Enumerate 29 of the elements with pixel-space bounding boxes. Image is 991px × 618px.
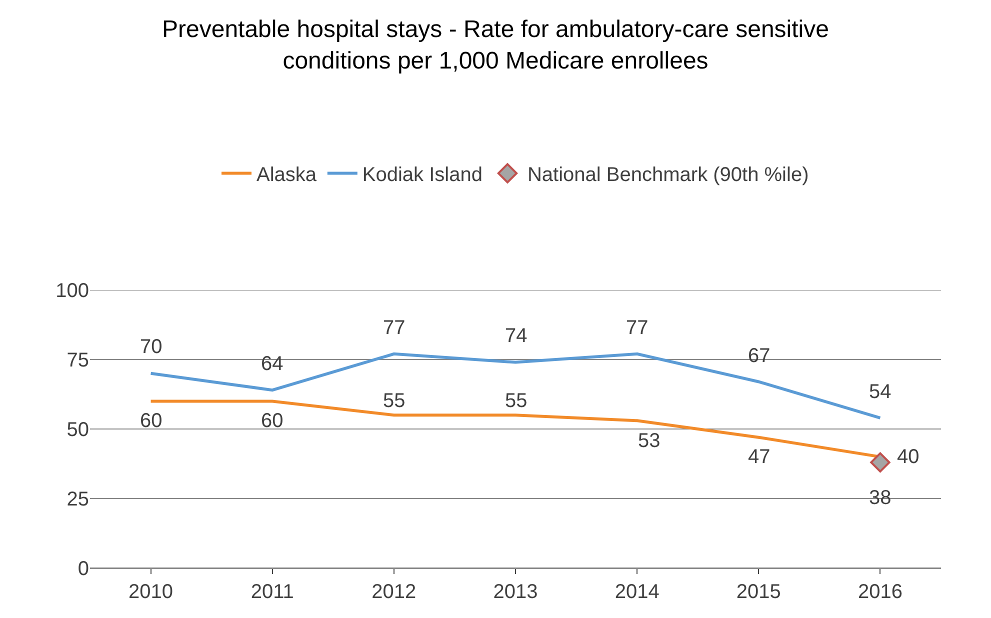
x-tick-label: 2015: [736, 581, 781, 603]
y-tick-label: 25: [66, 488, 89, 510]
y-tick-label: 0: [78, 558, 89, 580]
data-label: 53: [638, 430, 660, 452]
x-tick-label: 2014: [614, 581, 660, 603]
chart-title: Preventable hospital stays - Rate for ambulatory-care sensitive conditions per 1,000 Medicare enrollees: [162, 16, 829, 74]
data-label: 40: [897, 446, 920, 468]
y-tick-label: 50: [66, 419, 89, 441]
x-tick-label: 2011: [250, 581, 294, 603]
y-tick-label: 100: [56, 280, 89, 302]
x-tick-label: 2016: [858, 581, 902, 603]
data-label: 60: [261, 410, 284, 432]
data-label: 70: [140, 336, 162, 358]
data-label: 74: [505, 325, 528, 347]
legend-label: Kodiak Island: [362, 164, 482, 186]
data-label: 47: [748, 446, 770, 468]
legend-label: National Benchmark (90th %ile): [527, 164, 809, 186]
x-tick-label: 2010: [128, 581, 174, 603]
data-label: 77: [383, 317, 406, 339]
x-tick-label: 2013: [493, 581, 538, 603]
data-label: 60: [140, 410, 162, 432]
y-tick-label: 75: [66, 350, 89, 372]
data-label: 77: [626, 317, 648, 339]
data-label: 64: [261, 353, 284, 375]
data-label: 55: [383, 390, 406, 412]
legend-label: Alaska: [256, 164, 318, 186]
data-label: 54: [869, 381, 892, 403]
x-tick-label: 2012: [372, 581, 416, 603]
data-label: 55: [505, 390, 528, 412]
